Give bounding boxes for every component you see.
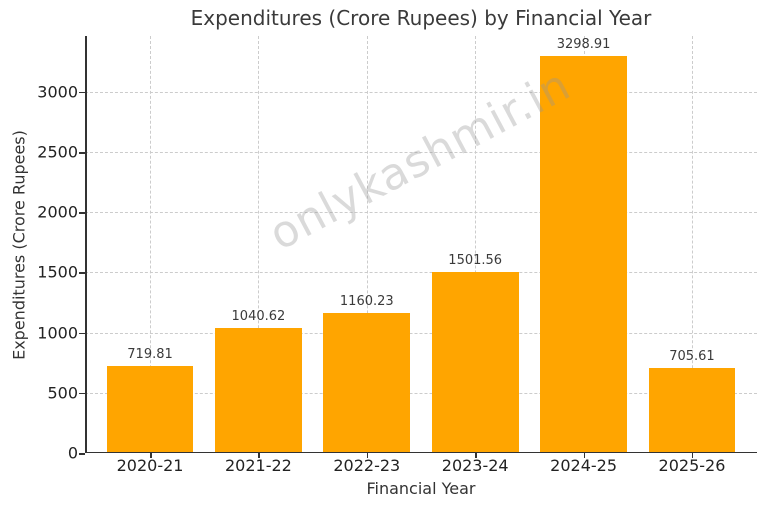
v-gridline [150, 36, 152, 453]
bar-2020-21 [106, 366, 194, 453]
v-gridline [258, 36, 260, 453]
y-tick-mark [79, 392, 85, 395]
x-tick-label: 2020-21 [116, 456, 184, 475]
y-tick-mark [79, 272, 85, 274]
y-tick-mark [79, 152, 85, 154]
chart-title: Expenditures (Crore Rupees) by Financial… [190, 6, 652, 30]
v-gridline [691, 36, 693, 453]
bar-2022-23 [323, 313, 411, 453]
bar-value-label: 705.61 [669, 349, 715, 365]
y-axis-line [85, 36, 87, 453]
bar-value-label: 1040.62 [231, 308, 286, 324]
v-gridline [475, 36, 477, 453]
y-axis-label: Expenditures (Crore Rupees) [9, 130, 29, 360]
x-tick-label: 2023-24 [441, 456, 509, 475]
x-axis-line [85, 451, 757, 453]
x-tick-mark [475, 453, 477, 458]
h-gridline [85, 212, 757, 214]
y-tick-label: 0 [67, 443, 78, 463]
bar-value-label: 719.81 [127, 347, 173, 363]
plot-area: 719.81 1040.62 1160.23 1501.56 3298.91 705.61 [85, 36, 757, 453]
y-tick-label: 2500 [37, 142, 78, 162]
y-tick-mark [79, 453, 85, 455]
x-tick-mark [150, 453, 152, 458]
x-tick-mark [691, 453, 694, 458]
y-tick-label: 1000 [37, 323, 78, 343]
x-tick-mark [258, 453, 260, 458]
bar-2023-24 [431, 272, 519, 453]
h-gridline [85, 152, 757, 154]
x-tick-label: 2021-22 [224, 456, 292, 475]
x-tick-label: 2024-25 [550, 456, 618, 475]
bar-value-label: 1501.56 [448, 253, 503, 269]
v-gridline [366, 36, 368, 453]
h-gridline [85, 392, 757, 394]
y-tick-label: 1500 [37, 262, 78, 282]
y-tick-mark [79, 212, 85, 214]
x-tick-mark [583, 453, 586, 458]
y-tick-label: 2000 [37, 202, 78, 222]
bar-value-label: 3298.91 [556, 36, 611, 52]
h-gridline [85, 272, 757, 274]
y-tick-mark [79, 91, 85, 94]
bar-value-label: 1160.23 [339, 294, 394, 310]
y-tick-label: 3000 [37, 82, 78, 102]
bar-2024-25 [540, 55, 627, 453]
bar-2025-26 [648, 368, 736, 453]
x-tick-label: 2025-26 [658, 456, 726, 475]
y-tick-mark [79, 332, 85, 335]
bar-2021-22 [215, 327, 302, 453]
y-tick-label: 500 [47, 383, 78, 403]
h-gridline [85, 91, 757, 93]
h-gridline [85, 332, 757, 334]
x-axis-label: Financial Year [366, 479, 476, 498]
x-tick-label: 2022-23 [333, 456, 401, 475]
x-tick-mark [366, 453, 369, 458]
